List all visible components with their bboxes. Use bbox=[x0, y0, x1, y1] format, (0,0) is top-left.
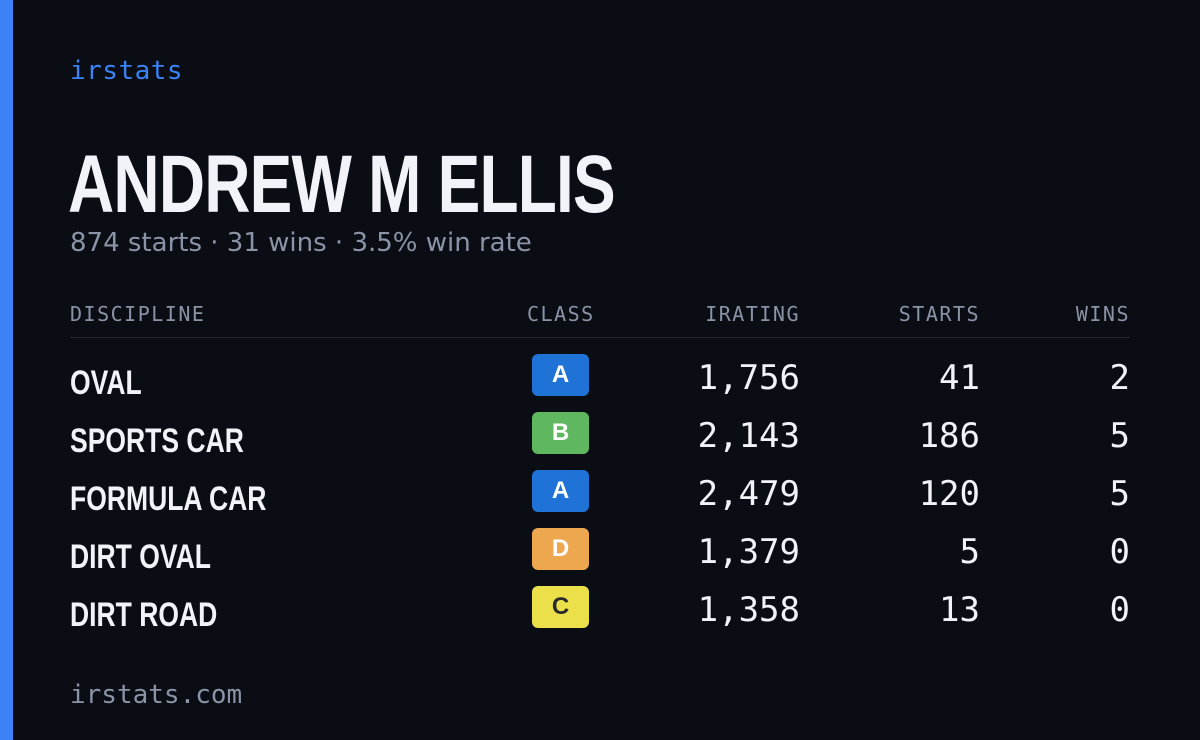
column-header-irating: IRATING bbox=[705, 302, 800, 326]
starts-value: 13 bbox=[939, 590, 980, 630]
irating-value: 2,143 bbox=[697, 416, 800, 456]
starts-value: 41 bbox=[939, 358, 980, 398]
table-row: OVAL A 1,756 41 2 bbox=[70, 354, 1130, 412]
discipline-name: FORMULA CAR bbox=[70, 480, 267, 518]
accent-bar bbox=[0, 0, 13, 740]
irating-value: 1,756 bbox=[697, 358, 800, 398]
discipline-table: DISCIPLINE CLASS IRATING STARTS WINS OVA… bbox=[70, 300, 1130, 644]
driver-name: ANDREW M ELLIS bbox=[68, 139, 616, 230]
starts-value: 120 bbox=[918, 474, 980, 514]
wins-value: 0 bbox=[1109, 590, 1130, 630]
discipline-name: SPORTS CAR bbox=[70, 422, 244, 460]
table-row: DIRT ROAD C 1,358 13 0 bbox=[70, 586, 1130, 644]
class-badge: B bbox=[532, 412, 589, 454]
column-header-wins: WINS bbox=[1075, 302, 1130, 326]
table-row: SPORTS CAR B 2,143 186 5 bbox=[70, 412, 1130, 470]
table-row: DIRT OVAL D 1,379 5 0 bbox=[70, 528, 1130, 586]
brand-logo: irstats bbox=[70, 56, 184, 86]
wins-value: 5 bbox=[1109, 474, 1130, 514]
wins-value: 0 bbox=[1109, 532, 1130, 572]
table-row: FORMULA CAR A 2,479 120 5 bbox=[70, 470, 1130, 528]
discipline-name: OVAL bbox=[70, 364, 142, 402]
column-header-starts: STARTS bbox=[898, 302, 980, 326]
class-badge: D bbox=[532, 528, 589, 570]
class-badge: A bbox=[532, 470, 589, 512]
starts-value: 186 bbox=[918, 416, 980, 456]
class-badge: A bbox=[532, 354, 589, 396]
table-header: DISCIPLINE CLASS IRATING STARTS WINS bbox=[70, 300, 1130, 338]
footer-url: irstats.com bbox=[70, 680, 243, 710]
irating-value: 1,379 bbox=[697, 532, 800, 572]
column-header-discipline: DISCIPLINE bbox=[70, 302, 206, 326]
discipline-name: DIRT ROAD bbox=[70, 596, 218, 634]
table-body: OVAL A 1,756 41 2 SPORTS CAR B 2,143 186… bbox=[70, 338, 1130, 644]
starts-value: 5 bbox=[959, 532, 980, 572]
driver-summary: 874 starts · 31 wins · 3.5% win rate bbox=[70, 228, 532, 258]
irating-value: 1,358 bbox=[697, 590, 800, 630]
irating-value: 2,479 bbox=[697, 474, 800, 514]
discipline-name: DIRT OVAL bbox=[70, 538, 211, 576]
class-badge: C bbox=[532, 586, 589, 628]
column-header-class: CLASS bbox=[527, 302, 595, 326]
wins-value: 5 bbox=[1109, 416, 1130, 456]
wins-value: 2 bbox=[1109, 358, 1130, 398]
